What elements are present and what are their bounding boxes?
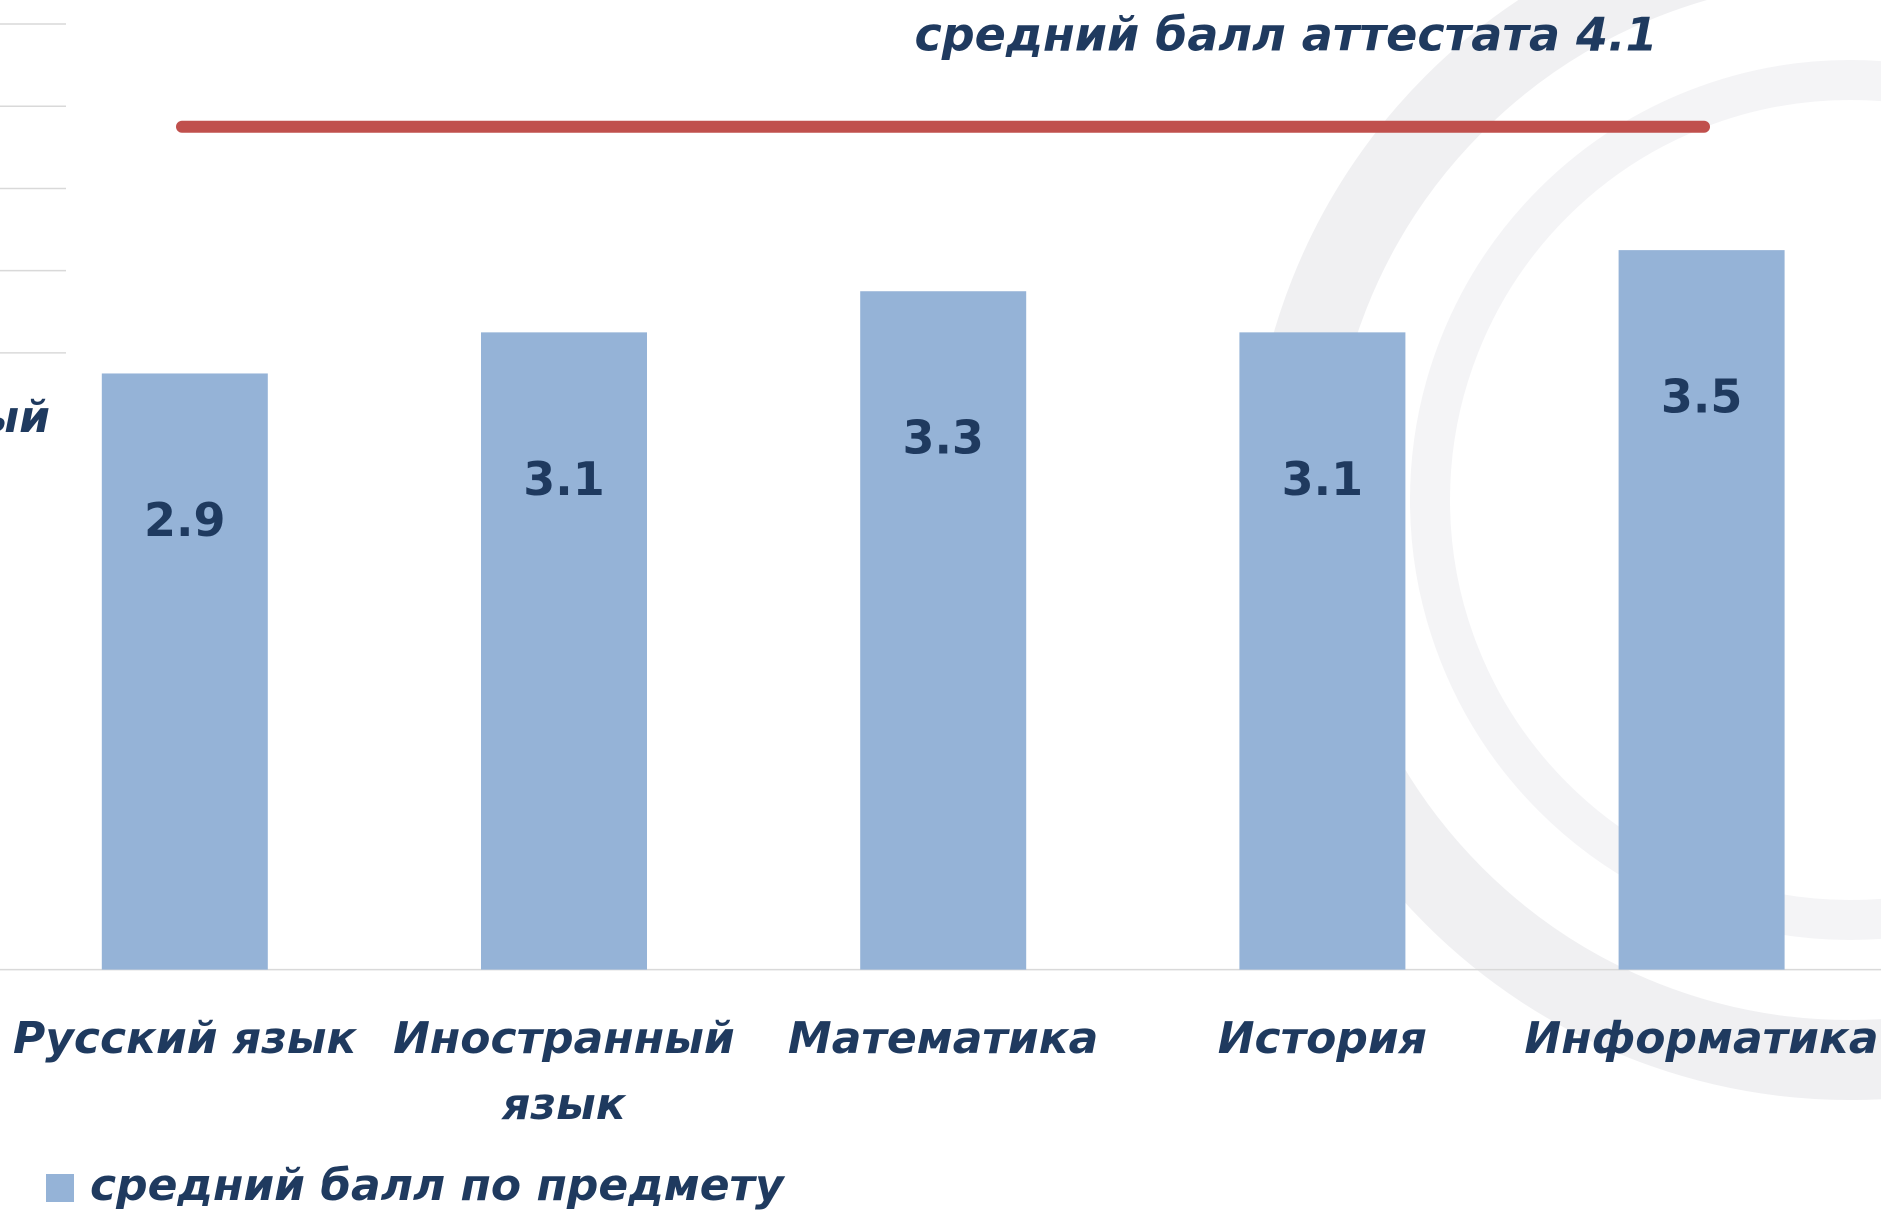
reference-label: средний балл аттестата 4.1 bbox=[914, 8, 1657, 62]
data-label: 3.5 bbox=[1661, 370, 1743, 424]
data-label: 3.1 bbox=[1282, 452, 1364, 506]
x-tick-label: Математика bbox=[787, 1013, 1099, 1064]
bar bbox=[101, 373, 268, 970]
bar bbox=[481, 332, 647, 970]
partial-label: ый bbox=[0, 392, 50, 443]
bar bbox=[1618, 250, 1785, 970]
x-tick-label: История bbox=[1217, 1013, 1427, 1064]
x-tick-label: Информатика bbox=[1524, 1013, 1879, 1064]
bar bbox=[860, 291, 1027, 970]
bar bbox=[1239, 332, 1406, 970]
data-label: 2.9 bbox=[144, 493, 226, 547]
legend-swatch bbox=[46, 1174, 74, 1202]
background-decoration bbox=[1410, 60, 1881, 940]
x-tick-label: Иностранный язык bbox=[393, 1013, 735, 1130]
data-label: 3.3 bbox=[902, 411, 984, 465]
x-tick-label: Русский язык bbox=[13, 1013, 357, 1064]
legend-label: средний балл по предмету bbox=[90, 1160, 786, 1211]
data-label: 3.1 bbox=[523, 452, 605, 506]
